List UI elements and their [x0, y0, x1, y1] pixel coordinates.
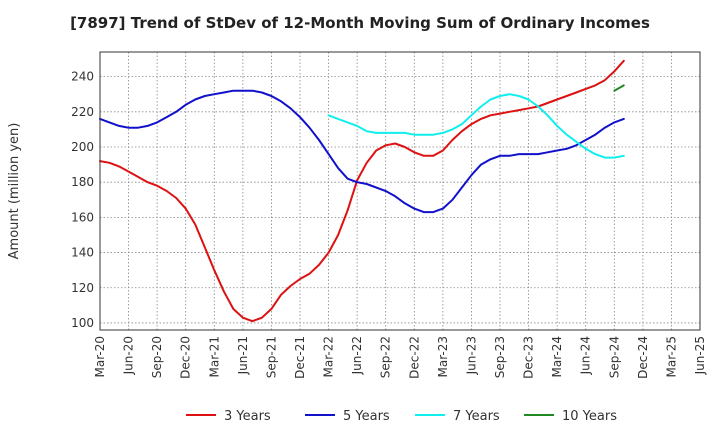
y-axis-label: Amount (million yen) [7, 123, 22, 260]
x-tick-label: Sep-20 [150, 336, 164, 378]
y-tick-label: 160 [71, 210, 94, 224]
legend-label: 10 Years [562, 409, 617, 424]
x-tick-label: Jun-25 [693, 336, 707, 375]
x-tick-label: Sep-23 [493, 336, 507, 378]
x-tick-label: Dec-22 [407, 336, 421, 379]
x-tick-label: Sep-24 [607, 336, 621, 378]
x-tick-label: Jun-20 [122, 336, 136, 375]
x-tick-label: Dec-23 [522, 336, 536, 379]
y-tick-label: 180 [71, 175, 94, 189]
y-tick-label: 120 [71, 281, 94, 295]
series-line-3-years [99, 59, 625, 323]
x-tick-label: Mar-23 [436, 336, 450, 377]
legend-label: 5 Years [343, 409, 390, 424]
x-tick-label: Mar-20 [93, 336, 107, 377]
x-tick-label: Jun-23 [464, 336, 478, 375]
y-tick-label: 240 [71, 70, 94, 84]
x-tick-label: Mar-21 [207, 336, 221, 377]
x-tick-label: Dec-21 [293, 336, 307, 379]
x-tick-label: Mar-22 [322, 336, 336, 377]
y-tick-label: 220 [71, 105, 94, 119]
chart-title: [7897] Trend of StDev of 12-Month Moving… [70, 14, 650, 32]
series-lines [99, 59, 625, 323]
legend-label: 7 Years [453, 409, 500, 424]
x-tick-label: Mar-24 [550, 336, 564, 377]
x-tick-label: Sep-21 [264, 336, 278, 378]
x-tick-label: Dec-24 [636, 336, 650, 379]
x-tick-label: Jun-22 [350, 336, 364, 375]
x-tick-label: Dec-20 [179, 336, 193, 379]
x-tick-label: Mar-25 [664, 336, 678, 377]
series-line-5-years [99, 89, 625, 214]
x-tick-label: Jun-21 [236, 336, 250, 375]
x-tick-label: Jun-24 [579, 336, 593, 375]
grid-lines [99, 52, 701, 330]
series-line-7-years [327, 93, 625, 159]
plot-area-frame [99, 51, 701, 331]
legend-label: 3 Years [224, 409, 271, 424]
y-tick-label: 100 [71, 316, 94, 330]
series-line-10-years [613, 84, 625, 92]
y-tick-label: 140 [71, 246, 94, 260]
x-tick-label: Sep-22 [379, 336, 393, 378]
legend: 3 Years 5 Years 7 Years 10 Years [186, 409, 617, 424]
y-tick-label: 200 [71, 140, 94, 154]
axis-ticks: Mar-20 Jun-20 Sep-20 Dec-20 Mar-21 Jun-21 Sep-… [71, 70, 707, 379]
